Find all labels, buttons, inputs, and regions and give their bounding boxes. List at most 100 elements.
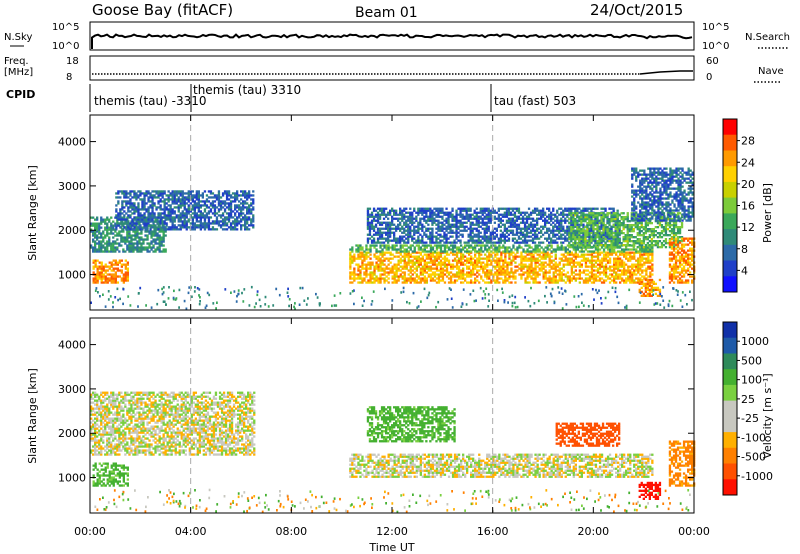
power-cell bbox=[550, 217, 553, 220]
power-cell bbox=[155, 192, 158, 195]
power-cell bbox=[129, 214, 132, 217]
power-cell bbox=[106, 281, 109, 284]
power-cell bbox=[370, 223, 374, 226]
power-cell bbox=[515, 217, 519, 220]
power-cell bbox=[231, 226, 235, 229]
power-cell bbox=[147, 200, 150, 203]
power-cell bbox=[520, 251, 523, 254]
power-cell bbox=[445, 241, 448, 244]
power-cell bbox=[496, 265, 499, 268]
power-cell bbox=[195, 214, 198, 217]
power-cell bbox=[487, 217, 490, 220]
power-cell bbox=[171, 216, 174, 219]
power-cell bbox=[429, 279, 433, 282]
power-cell bbox=[429, 217, 432, 220]
power-cell bbox=[512, 271, 515, 274]
power-cell bbox=[502, 244, 505, 247]
power-cell bbox=[562, 209, 565, 212]
power-cell bbox=[234, 228, 237, 231]
power-cell bbox=[437, 223, 440, 226]
power-cell bbox=[540, 257, 543, 260]
power-cell bbox=[421, 241, 424, 244]
power-cell bbox=[121, 192, 124, 195]
power-cell bbox=[613, 259, 616, 262]
power-cell bbox=[415, 273, 418, 276]
power-cell bbox=[205, 200, 209, 203]
power-cell bbox=[542, 207, 545, 210]
power-cell bbox=[421, 255, 424, 258]
power-cell bbox=[594, 255, 598, 258]
power-cell bbox=[552, 233, 555, 236]
power-cell bbox=[425, 209, 428, 212]
power-cell bbox=[455, 237, 458, 240]
power-cell bbox=[558, 273, 561, 276]
power-cell bbox=[96, 267, 99, 270]
power-cell bbox=[417, 261, 420, 264]
power-cell bbox=[507, 221, 511, 224]
power-cell bbox=[492, 273, 495, 276]
power-cell bbox=[576, 246, 579, 249]
power-cell bbox=[572, 246, 575, 249]
power-cell bbox=[486, 265, 489, 268]
power-cell bbox=[150, 248, 153, 251]
power-cell bbox=[143, 226, 146, 229]
power-cell bbox=[540, 211, 543, 214]
power-cell bbox=[411, 261, 414, 264]
power-cell bbox=[560, 244, 563, 247]
power-cell bbox=[376, 221, 380, 224]
power-cell bbox=[197, 202, 200, 205]
power-cell bbox=[536, 273, 539, 276]
power-cell bbox=[211, 220, 215, 223]
power-cell bbox=[590, 275, 594, 278]
power-cell bbox=[120, 230, 123, 233]
power-cell bbox=[548, 265, 551, 268]
power-cell bbox=[133, 212, 136, 215]
power-cell bbox=[117, 216, 120, 219]
power-cell bbox=[349, 265, 352, 268]
power-cell bbox=[165, 224, 168, 227]
power-cell bbox=[187, 204, 190, 207]
power-cell bbox=[413, 257, 416, 260]
power-cell bbox=[355, 244, 358, 247]
power-cell bbox=[368, 233, 372, 236]
power-cell bbox=[472, 273, 475, 276]
power-cell bbox=[486, 248, 489, 251]
power-cell bbox=[385, 267, 388, 270]
power-cell bbox=[586, 250, 590, 253]
power-cell bbox=[357, 269, 360, 272]
power-cell bbox=[375, 263, 378, 266]
power-cell bbox=[229, 226, 233, 229]
power-cell bbox=[429, 261, 433, 264]
power-cell bbox=[596, 263, 600, 266]
power-cell bbox=[542, 255, 545, 258]
power-cell bbox=[411, 255, 414, 258]
power-cell bbox=[427, 223, 430, 226]
power-cell bbox=[490, 253, 493, 256]
power-cell bbox=[215, 216, 219, 219]
power-cell bbox=[370, 239, 374, 242]
power-cell bbox=[140, 230, 143, 233]
power-cell bbox=[570, 231, 573, 234]
power-cell bbox=[141, 208, 144, 211]
power-cell bbox=[453, 225, 456, 228]
power-cell bbox=[92, 216, 95, 219]
power-cell bbox=[639, 263, 642, 266]
power-cell bbox=[413, 231, 416, 234]
power-cell bbox=[433, 263, 437, 266]
power-cell bbox=[137, 212, 140, 215]
power-cell bbox=[391, 253, 394, 256]
power-cell bbox=[415, 219, 418, 222]
power-cell bbox=[623, 279, 626, 282]
power-cell bbox=[532, 267, 535, 270]
power-cell bbox=[508, 273, 511, 276]
power-cell bbox=[520, 277, 523, 280]
power-cell bbox=[197, 190, 200, 193]
power-cell bbox=[590, 253, 594, 256]
power-cell bbox=[149, 228, 152, 231]
power-cell bbox=[538, 237, 541, 240]
power-cell bbox=[617, 269, 620, 272]
power-cell bbox=[433, 271, 437, 274]
power-cell bbox=[104, 234, 107, 237]
power-cell bbox=[522, 267, 525, 270]
power-cell bbox=[524, 281, 527, 284]
